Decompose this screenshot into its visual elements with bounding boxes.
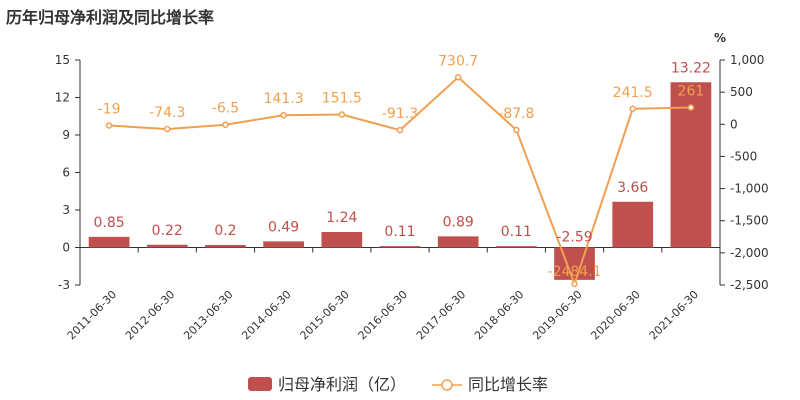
- x-tick-label: 2021-06-30: [647, 288, 701, 342]
- left-tick-label: 0: [62, 241, 70, 255]
- bar: [437, 236, 479, 248]
- growth-point: [164, 125, 171, 133]
- right-tick-label: -1,500: [730, 214, 769, 228]
- bar-data-label: 1.24: [326, 210, 357, 226]
- bar: [379, 246, 421, 248]
- growth-point: [338, 111, 346, 118]
- right-tick-label: -500: [730, 149, 757, 163]
- legend-line-label: 同比增长率: [468, 375, 548, 394]
- left-tick-label: 12: [55, 91, 70, 105]
- right-tick-label: 1,000: [730, 53, 764, 67]
- bar: [205, 245, 246, 248]
- bar-data-label: 0.89: [443, 214, 474, 230]
- growth-data-label: -74.3: [149, 105, 185, 121]
- growth-data-label: -6.5: [212, 101, 239, 117]
- bar: [612, 201, 654, 248]
- growth-data-label: 151.5: [322, 91, 362, 107]
- growth-data-label: 261: [678, 84, 705, 100]
- growth-data-label: 730.7: [438, 53, 478, 69]
- left-tick-label: 15: [55, 53, 70, 67]
- legend-bar-label: 归母净利润（亿）: [278, 375, 406, 394]
- bar-data-label: 0.49: [268, 219, 299, 235]
- right-tick-label: -2,000: [730, 246, 769, 260]
- right-axis-unit: %: [714, 31, 726, 45]
- bar: [554, 247, 595, 280]
- left-tick-label: 9: [62, 128, 70, 142]
- x-tick-label: 2019-06-30: [530, 288, 584, 342]
- growth-point: [571, 280, 578, 288]
- bar-data-label: 13.22: [671, 60, 711, 76]
- legend-line-marker: [441, 379, 453, 391]
- bar-data-label: 3.66: [617, 180, 648, 196]
- x-tick-label: 2011-06-30: [65, 288, 119, 342]
- legend-bar-swatch: [248, 377, 272, 391]
- x-tick-label: 2018-06-30: [472, 288, 526, 342]
- right-tick-label: 0: [730, 117, 738, 131]
- growth-point: [105, 122, 113, 129]
- bar-data-label: 0.2: [214, 223, 236, 239]
- bar-data-label: 0.22: [152, 223, 183, 239]
- growth-point: [280, 111, 287, 119]
- left-tick-label: 6: [62, 166, 70, 180]
- x-tick-label: 2020-06-30: [588, 288, 642, 342]
- x-tick-label: 2014-06-30: [239, 288, 293, 342]
- growth-data-label: 141.3: [264, 91, 304, 107]
- bar-data-label: 0.85: [94, 215, 125, 231]
- x-tick-label: 2017-06-30: [414, 288, 468, 342]
- growth-data-label: -2484.1: [548, 264, 602, 280]
- chart-title: 历年归母净利润及同比增长率: [6, 8, 215, 27]
- right-tick-label: -1,000: [730, 182, 769, 196]
- bar: [146, 244, 188, 248]
- bar: [321, 232, 363, 248]
- left-tick-label: 3: [62, 203, 70, 217]
- bar-data-label: -2.59: [556, 230, 592, 246]
- right-tick-label: -2,500: [730, 278, 769, 292]
- left-tick-label: -3: [58, 278, 70, 292]
- growth-point: [396, 126, 404, 134]
- growth-data-label: -19: [98, 102, 121, 118]
- bar: [88, 236, 130, 248]
- x-tick-label: 2013-06-30: [181, 288, 235, 342]
- bar: [263, 241, 304, 248]
- bar: [496, 246, 537, 248]
- x-tick-label: 2015-06-30: [298, 288, 352, 342]
- growth-point: [513, 126, 520, 134]
- growth-data-label: 241.5: [613, 85, 653, 101]
- growth-point: [222, 121, 229, 128]
- x-tick-label: 2016-06-30: [356, 288, 410, 342]
- growth-point: [687, 104, 695, 111]
- right-tick-label: 500: [730, 85, 753, 99]
- x-tick-label: 2012-06-30: [123, 288, 177, 342]
- growth-data-label: -91.3: [382, 106, 418, 122]
- growth-point: [629, 105, 636, 113]
- bar-data-label: 0.11: [501, 224, 532, 240]
- growth-data-label: -87.8: [498, 106, 534, 122]
- bar-data-label: 0.11: [384, 224, 415, 240]
- growth-point: [454, 74, 462, 81]
